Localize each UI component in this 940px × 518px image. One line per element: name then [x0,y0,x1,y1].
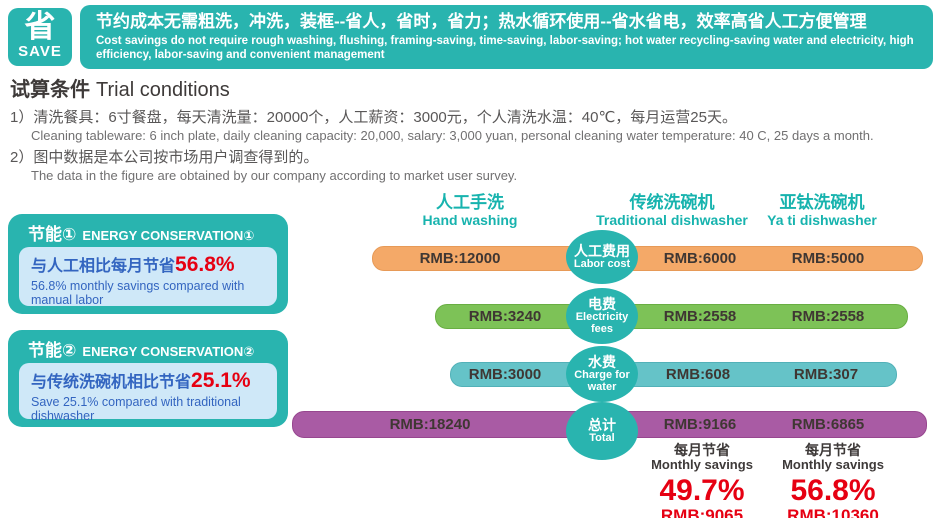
water-hand-washing-value: RMB:3000 [468,366,542,383]
save-badge-zh: 省 [24,9,56,44]
save-badge: 省 SAVE [8,8,72,66]
water-traditional-value: RMB:608 [665,366,731,383]
trial-title: 试算条件 Trial conditions [10,78,935,103]
banner-title-zh: 节约成本无需粗洗，冲洗，装框--省人，省时，省力；热水循环使用--省水省电，效率… [96,12,867,31]
header-banner: 节约成本无需粗洗，冲洗，装框--省人，省时，省力；热水循环使用--省水省电，效率… [80,5,933,69]
trial-item-1-zh: 1）清洗餐具：6寸餐盘，每天清洗量：20000个，人工薪资：3000元，个人清洗… [10,109,737,126]
energy-box-2-header-en: ENERGY CONSERVATION② [82,344,255,359]
monthly-savings-2-en: Monthly savings [782,457,884,472]
energy-box-1-value: 56.8% [175,253,235,276]
energy-box-1-claim-zh: 与人工相比每月节省 [31,258,176,275]
electricity-traditional-value: RMB:2558 [663,308,737,325]
monthly-savings-1-percent: 49.7% [659,474,745,507]
labor-cost-bar [372,246,923,271]
column-header-3-zh: 亚钛洗碗机 [779,193,865,212]
trial-item-2-zh: 2）图中数据是本公司按市场用户调查得到的。 [10,149,319,166]
monthly-savings-1-en: Monthly savings [651,457,753,472]
column-header-traditional-dishwasher: 传统洗碗机 Traditional dishwasher [596,193,748,228]
column-header-1-en: Hand washing [422,212,518,228]
electricity-hand-washing-value: RMB:3240 [468,308,542,325]
monthly-savings-1-zh: 每月节省 [673,442,730,458]
trial-item-1-en: Cleaning tableware: 6 inch plate, daily … [31,128,874,143]
electricity-fees-circle: 电费 Electricity fees [566,288,638,344]
energy-box-1-claim: 与人工相比每月节省56.8% [31,252,265,277]
save-badge-en: SAVE [18,43,62,60]
monthly-savings-1-amount: RMB:9065 [660,506,744,518]
monthly-savings-traditional: 每月节省 Monthly savings 49.7% RMB:9065 [651,443,753,518]
total-circle-en: Total [589,431,615,444]
energy-box-2-header: 节能② ENERGY CONSERVATION② [8,330,288,361]
total-yati-value: RMB:6865 [791,416,865,433]
energy-box-2-body: 与传统洗碗机相比节省25.1% Save 25.1% compared with… [19,363,277,423]
labor-cost-hand-washing-value: RMB:12000 [419,250,501,267]
total-hand-washing-value: RMB:18240 [389,416,471,433]
water-charge-bar [450,362,897,387]
energy-box-2-header-zh: 节能② [28,341,77,360]
electricity-circle-en: Electricity fees [575,311,629,335]
energy-box-1-claim-en: 56.8% monthly savings compared with manu… [31,279,245,307]
monthly-savings-yati: 每月节省 Monthly savings 56.8% RMB:10360 [782,443,884,518]
energy-box-1-header-zh: 节能① [28,225,77,244]
water-yati-value: RMB:307 [793,366,859,383]
labor-cost-circle-en: Labor cost [573,257,631,270]
electricity-circle-zh: 电费 [588,296,616,312]
water-circle-en: Charge for water [574,369,630,393]
monthly-savings-2-zh: 每月节省 [804,442,861,458]
banner-title-en: Cost savings do not require rough washin… [96,35,914,61]
energy-box-2-claim: 与传统洗碗机相比节省25.1% [31,368,265,393]
labor-cost-circle: 人工费用 Labor cost [566,230,638,284]
labor-cost-traditional-value: RMB:6000 [663,250,737,267]
electricity-yati-value: RMB:2558 [791,308,865,325]
column-header-yati-dishwasher: 亚钛洗碗机 Ya ti dishwasher [767,193,877,228]
energy-box-2-claim-en: Save 25.1% compared with traditional dis… [31,395,241,423]
energy-conservation-box-2: 节能② ENERGY CONSERVATION② 与传统洗碗机相比节省25.1% … [8,330,288,427]
column-header-hand-washing: 人工手洗 Hand washing [423,193,518,228]
column-header-1-zh: 人工手洗 [436,193,504,212]
energy-box-1-body: 与人工相比每月节省56.8% 56.8% monthly savings com… [19,247,277,307]
total-traditional-value: RMB:9166 [663,416,737,433]
energy-box-1-header: 节能① ENERGY CONSERVATION① [8,214,288,245]
water-circle-zh: 水费 [588,354,616,370]
column-header-2-en: Traditional dishwasher [596,212,748,228]
column-header-3-en: Ya ti dishwasher [767,212,877,228]
energy-conservation-box-1: 节能① ENERGY CONSERVATION① 与人工相比每月节省56.8% 5… [8,214,288,314]
energy-box-2-claim-zh: 与传统洗碗机相比节省 [31,374,192,391]
trial-conditions-section: 试算条件 Trial conditions 1）清洗餐具：6寸餐盘，每天清洗量：2… [10,78,935,183]
monthly-savings-2-percent: 56.8% [790,474,876,507]
water-charge-circle: 水费 Charge for water [566,346,638,402]
energy-box-2-value: 25.1% [191,369,251,392]
total-circle: 总计 Total [566,402,638,460]
trial-title-en: Trial conditions [96,79,230,101]
column-header-2-zh: 传统洗碗机 [629,193,715,212]
total-circle-zh: 总计 [588,416,616,433]
labor-cost-circle-zh: 人工费用 [574,242,630,259]
labor-cost-yati-value: RMB:5000 [791,250,865,267]
trial-item-2-en: The data in the figure are obtained by o… [31,168,518,183]
monthly-savings-2-amount: RMB:10360 [787,506,879,518]
trial-title-zh: 试算条件 [10,79,90,101]
electricity-fees-bar [435,304,908,329]
energy-box-1-header-en: ENERGY CONSERVATION① [82,228,255,243]
